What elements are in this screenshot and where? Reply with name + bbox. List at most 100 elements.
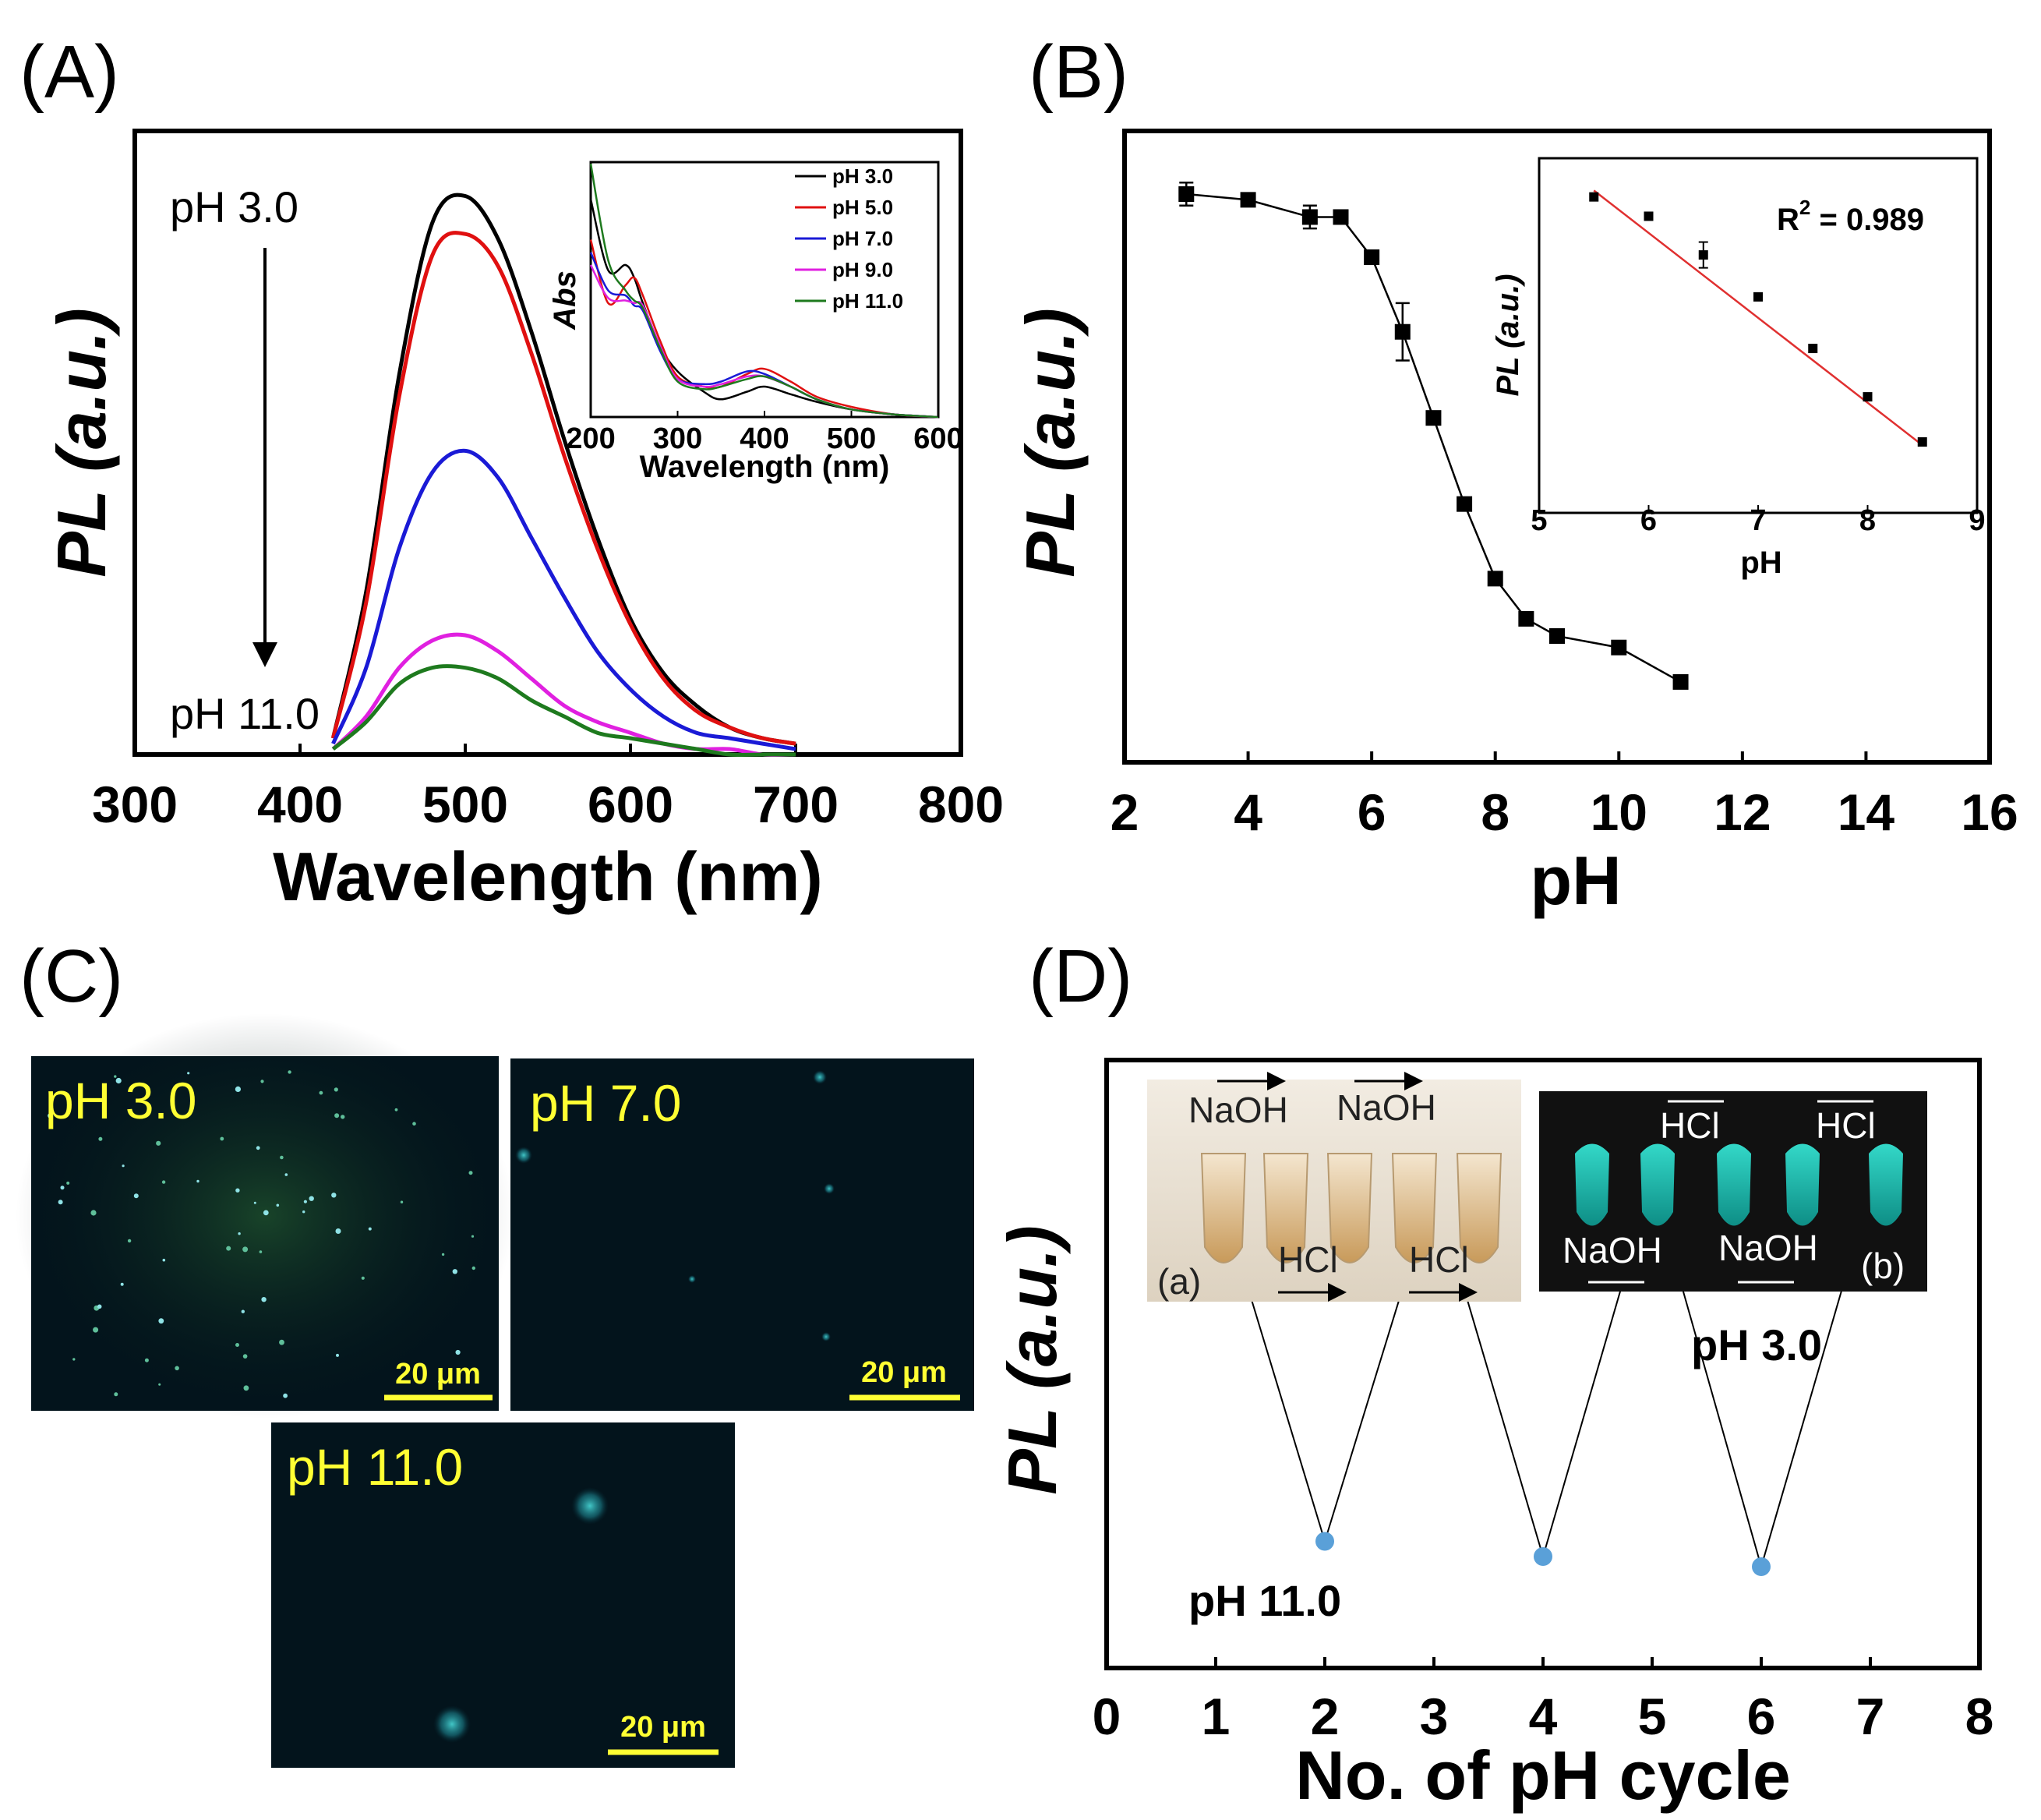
- fluorescent-dot: [256, 1146, 260, 1150]
- fluorescent-dot: [400, 1200, 404, 1203]
- fluorescent-dot: [90, 1210, 97, 1216]
- legend-entry: pH 7.0: [832, 227, 893, 250]
- fluorescent-dot: [60, 1186, 65, 1190]
- x-axis-b-tick-label: 2: [1111, 783, 1139, 841]
- fluorescent-dot: [144, 1358, 149, 1362]
- scale-bar-2-label: 20 μm: [861, 1356, 947, 1389]
- fluorescent-dot: [97, 1304, 102, 1309]
- fluorescent-dot: [309, 1196, 314, 1201]
- fluorescent-dot: [260, 1080, 264, 1083]
- x-axis-b-tick-label: 4: [1234, 783, 1262, 841]
- data-point-b: [1240, 192, 1256, 208]
- fluorescent-dot: [235, 1086, 241, 1092]
- x-axis-b-tick-label: 14: [1838, 783, 1895, 841]
- fluorescent-dot: [161, 1180, 166, 1184]
- glowing-vial: [1575, 1143, 1609, 1226]
- data-point-b: [1333, 209, 1349, 225]
- inset-data-point-b: [1753, 292, 1763, 302]
- annotation-low-d: pH 11.0: [1188, 1576, 1341, 1625]
- fluorescent-dot: [279, 1339, 284, 1345]
- fluorescent-dot: [334, 1113, 340, 1119]
- fluorescent-dot: [115, 1077, 122, 1084]
- x-axis-b-tick-label: 8: [1481, 783, 1510, 841]
- fluorescent-dot: [303, 1200, 307, 1203]
- fluorescent-dot: [175, 1366, 179, 1371]
- fluorescent-dot: [336, 1353, 339, 1357]
- fluorescent-dot: [441, 1253, 445, 1256]
- x-axis-b-tick-label: 6: [1358, 783, 1386, 841]
- inset-tick-label-b: 7: [1750, 504, 1766, 537]
- fluorescent-dot: [235, 1188, 240, 1193]
- fluorescent-dot: [158, 1383, 161, 1386]
- series-line-a: [330, 231, 796, 746]
- inset-series-line-a: [589, 199, 939, 419]
- micrograph-ph11: pH 11.0 20 μm: [271, 1422, 735, 1768]
- legend-entry: pH 9.0: [832, 258, 893, 281]
- inset-b: 5 6 7 8 9 pH PL (a.u.) R2 = 0.989: [1491, 157, 1986, 580]
- inset-data-point-b: [1808, 344, 1818, 354]
- fluorescent-dot: [66, 1181, 70, 1185]
- fit-line: [1593, 189, 1923, 447]
- x-axis-d-tick-label: 4: [1529, 1687, 1558, 1745]
- series-line-a: [330, 193, 796, 746]
- fluorescent-dot: [412, 1122, 416, 1126]
- panel-a: 300 400 500 600 700 800 Wavelength (nm) PL (a…: [43, 129, 1004, 915]
- fluorescent-dot: [120, 1282, 124, 1286]
- annotation-bottom-a: pH 11.0: [170, 689, 320, 738]
- particle: [813, 1070, 827, 1084]
- plot-frame-a: [132, 129, 963, 757]
- fluorescent-dot: [288, 1070, 291, 1074]
- photo-a-reagent-bottom-1: HCl: [1278, 1239, 1338, 1280]
- x-axis-b-tick-label: 10: [1591, 783, 1647, 841]
- fluorescent-dot: [93, 1327, 99, 1333]
- inset-tick-label-a: 200: [566, 422, 615, 455]
- fluorescent-dot: [133, 1193, 139, 1199]
- inset-x-axis-title-a: Wavelength (nm): [640, 450, 890, 484]
- panel-label-a: (A): [19, 30, 119, 114]
- photo-b-reagent-bottom-1: NaOH: [1563, 1230, 1662, 1270]
- data-point-b: [1178, 186, 1195, 202]
- photo-b-reagent-top-2: HCl: [1816, 1105, 1876, 1146]
- fluorescent-dot: [48, 1113, 53, 1119]
- panel-label-b: (B): [1029, 30, 1128, 114]
- panel-d: 0 1 2 3 4 5 6 7 8 No. of pH cycle PL (a.u.) pH 3…: [994, 1058, 1993, 1814]
- photo-vials-room-light: NaOH NaOH HCl HCl (a): [1147, 1072, 1521, 1302]
- micrograph-ph11-bg: [271, 1422, 735, 1768]
- fluorescent-dot: [259, 1250, 263, 1253]
- vial: [1391, 1153, 1438, 1263]
- x-axis-b-tick-label: 12: [1714, 783, 1771, 841]
- panel-label-d: (D): [1029, 935, 1132, 1018]
- inset-series-line-a: [589, 239, 939, 419]
- x-axis-title-d: No. of pH cycle: [1295, 1737, 1791, 1814]
- fluorescent-dot: [394, 1108, 398, 1111]
- fluorescent-dot: [361, 1276, 365, 1280]
- fluorescent-dot: [242, 1246, 249, 1253]
- fluorescent-dot: [226, 1246, 231, 1251]
- series-line-a: [331, 632, 796, 758]
- fluorescent-dot: [438, 1380, 442, 1384]
- x-axis-d-tick-label: 5: [1638, 1687, 1667, 1745]
- fluorescent-dot: [241, 1309, 245, 1313]
- inset-a: 200 300 400 500 600 Wavelength (nm) Abs pH 3…: [548, 161, 963, 484]
- inset-tick-label-b: 8: [1859, 504, 1876, 537]
- fluorescent-dot: [280, 1155, 284, 1160]
- photo-a-reagent-top-1: NaOH: [1188, 1090, 1288, 1130]
- x-axis-a-tick-label: 800: [918, 776, 1004, 833]
- fluorescent-dot: [368, 1227, 372, 1231]
- data-point-b: [1457, 496, 1473, 512]
- micrograph-ph7: pH 7.0 20 μm: [510, 1058, 974, 1411]
- inset-tick-label-b: 9: [1969, 504, 1985, 537]
- inset-frame-b: [1538, 157, 1979, 514]
- legend-entry: pH 5.0: [832, 196, 893, 219]
- photo-b-tag: (b): [1861, 1246, 1905, 1286]
- glowing-vial: [1717, 1143, 1751, 1226]
- x-axis-a-tick-label: 400: [257, 776, 343, 833]
- inset-y-axis-title-b: PL (a.u.): [1491, 274, 1525, 396]
- particle: [688, 1275, 696, 1283]
- data-point-low: [1752, 1557, 1771, 1576]
- scale-bar-3-label: 20 μm: [620, 1711, 706, 1744]
- inset-x-axis-title-b: pH: [1740, 546, 1781, 580]
- fluorescent-dot: [468, 1171, 473, 1175]
- photo-a-reagent-bottom-2: HCl: [1409, 1239, 1469, 1280]
